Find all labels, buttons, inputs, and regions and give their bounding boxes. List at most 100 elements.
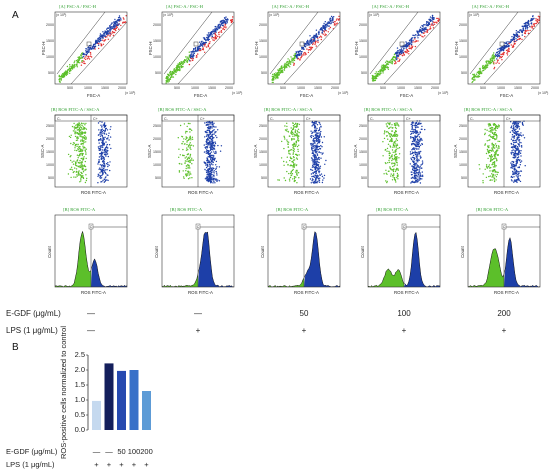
fsc-xtick: 2000 xyxy=(225,86,233,90)
bar-3 xyxy=(117,370,126,430)
ssc-ytick: 1000 xyxy=(153,163,161,167)
fsc-dots xyxy=(271,15,340,84)
ssc-ytick: 2500 xyxy=(359,124,367,128)
histogram-title: [B] ROS FITC-A xyxy=(63,207,96,212)
egdf-value-1: — xyxy=(87,309,95,318)
fsc-xtick: 1000 xyxy=(191,86,199,90)
fsc-ytick: 2000 xyxy=(359,23,367,27)
ssc-gate-right-label: C+ xyxy=(406,117,411,121)
histogram-ylabel: Count xyxy=(460,246,465,258)
ssc-gate-header xyxy=(161,114,235,122)
fsc-xtick: 1500 xyxy=(101,86,109,90)
fsc-ytick: 2000 xyxy=(259,23,267,27)
bar-egdf-value-2: — xyxy=(105,447,113,456)
histogram-title: [B] ROS FITC-A xyxy=(276,207,309,212)
histogram-xlabel: ROS FITC-A xyxy=(494,290,519,295)
ssc-plot-4: [B] ROS FITC-A / SSC-A C- C+ 500 1000 1500 200… xyxy=(353,107,441,195)
fsc-ytick: 1000 xyxy=(459,55,467,59)
fsc-xtick: 1500 xyxy=(414,86,422,90)
ssc-dots xyxy=(277,120,327,184)
histogram-marker-label: C xyxy=(197,225,200,229)
lps-row-label: LPS (1 μg/mL) xyxy=(6,326,58,335)
ssc-xlabel: ROS FITC-A xyxy=(188,190,213,195)
bar-egdf-value-4: 100 xyxy=(128,447,141,456)
fsc-ytick: 500 xyxy=(155,71,161,75)
fsc-xtick: 2000 xyxy=(431,86,439,90)
ssc-plot-title: [B] ROS FITC-A / SSC-A xyxy=(264,107,313,112)
ssc-xlabel: ROS FITC-A xyxy=(81,190,106,195)
fsc-ytick: 1500 xyxy=(359,39,367,43)
fsc-xunit: (x 10³) xyxy=(538,91,548,95)
fsc-gate-box xyxy=(499,41,505,47)
fsc-ytick: 1500 xyxy=(46,39,54,43)
ssc-ytick: 500 xyxy=(261,176,267,180)
fsc-ylabel: FSC-H xyxy=(41,42,46,55)
ssc-ytick: 500 xyxy=(361,176,367,180)
ssc-ylabel: SSC-A xyxy=(40,145,45,158)
fsc-gate-box xyxy=(299,41,305,47)
fsc-dots xyxy=(371,14,440,82)
ssc-plot-title: [B] ROS FITC-A / SSC-A xyxy=(51,107,100,112)
ssc-ytick: 1500 xyxy=(359,150,367,154)
ssc-gate-left-label: C- xyxy=(470,117,475,121)
ssc-plot-1: [B] ROS FITC-A / SSC-A C- C+ 500 1000 1500 200… xyxy=(40,107,128,195)
bar-ytick-label: 2.5 xyxy=(75,350,85,359)
fsc-ytick: 500 xyxy=(261,71,267,75)
bar-egdf-value-5: 200 xyxy=(140,447,153,456)
fsc-gate-line-lower xyxy=(383,21,441,85)
ssc-plot-title: [B] ROS FITC-A / SSC-A xyxy=(364,107,413,112)
lps-value-2: + xyxy=(196,326,201,335)
ssc-dots xyxy=(382,120,426,184)
fsc-ytick: 2000 xyxy=(459,23,467,27)
ssc-gate-right-label: C+ xyxy=(200,117,205,121)
ssc-plot-3: [B] ROS FITC-A / SSC-A C- C+ 500 1000 1500 200… xyxy=(253,107,341,195)
fsc-plot-title: [A] FSC-A / FSC-H xyxy=(166,4,204,9)
fsc-xtick: 1000 xyxy=(297,86,305,90)
ssc-xlabel: ROS FITC-A xyxy=(494,190,519,195)
histogram-marker-box xyxy=(301,223,307,230)
fsc-gate-line-lower xyxy=(70,21,128,85)
ssc-plot-title: [B] ROS FITC-A / SSC-A xyxy=(464,107,513,112)
lps-value-4: + xyxy=(402,326,407,335)
fsc-plot-title: [A] FSC-A / FSC-H xyxy=(272,4,310,9)
histogram-title: [B] ROS FITC-A xyxy=(376,207,409,212)
histogram-negative-area xyxy=(55,231,91,287)
fsc-xlabel: FSC-A xyxy=(400,93,413,98)
histogram-marker-box xyxy=(88,223,94,230)
bar-1 xyxy=(92,400,101,430)
panel-a-label: A xyxy=(12,10,19,21)
histogram-marker-box xyxy=(401,223,407,230)
histogram-2: [B] ROS FITC-A C ROS FITC-A Count xyxy=(154,207,235,295)
histogram-marker-label: C xyxy=(303,225,306,229)
fsc-ytick: 500 xyxy=(461,71,467,75)
bar-ytick-label: 0.0 xyxy=(75,425,85,434)
fsc-yunit: (x 10³) xyxy=(269,13,279,17)
fsc-xlabel: FSC-A xyxy=(500,93,513,98)
fsc-gate-line-upper xyxy=(269,11,319,75)
histogram-negative-area xyxy=(162,273,198,287)
ssc-ytick: 1000 xyxy=(459,163,467,167)
ssc-ytick: 1500 xyxy=(259,150,267,154)
fsc-xtick: 1000 xyxy=(497,86,505,90)
egdf-row-label: E-GDF (μg/mL) xyxy=(6,309,61,318)
histogram-1: [B] ROS FITC-A C ROS FITC-A Count xyxy=(47,207,128,295)
fsc-ytick: 1500 xyxy=(153,39,161,43)
bar-2 xyxy=(104,363,114,430)
ssc-gate-right-label: C+ xyxy=(306,117,311,121)
histogram-marker-label: C xyxy=(403,225,406,229)
fsc-ytick: 1000 xyxy=(359,55,367,59)
ssc-xlabel: ROS FITC-A xyxy=(294,190,319,195)
histogram-positive-area xyxy=(198,232,234,287)
fsc-ytick: 1500 xyxy=(459,39,467,43)
fsc-plot-title: [A] FSC-A / FSC-H xyxy=(372,4,410,9)
fsc-xunit: (x 10³) xyxy=(438,91,448,95)
fsc-ylabel: FSC-H xyxy=(148,42,153,55)
fsc-gate-line-upper xyxy=(56,11,106,75)
fsc-yunit: (x 10³) xyxy=(469,13,479,17)
fsc-axes-frame xyxy=(367,11,441,85)
fsc-xtick: 2000 xyxy=(118,86,126,90)
fsc-ytick: 2000 xyxy=(153,23,161,27)
ssc-ylabel: SSC-A xyxy=(253,145,258,158)
fsc-yunit: (x 10³) xyxy=(369,13,379,17)
